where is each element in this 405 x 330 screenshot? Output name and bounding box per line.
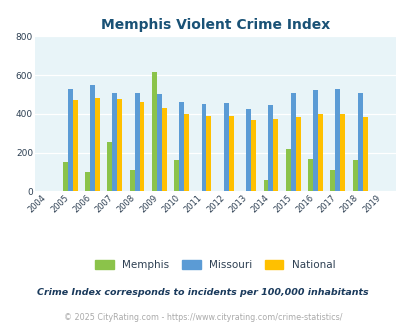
Bar (206, 116, 211, 191)
Text: Crime Index corresponds to incidents per 100,000 inhabitants: Crime Index corresponds to incidents per… (37, 287, 368, 297)
Bar (68, 89, 72, 191)
Bar (152, 72, 157, 191)
Bar (312, 90, 317, 191)
Bar (72, 100, 77, 191)
Bar (335, 89, 339, 191)
Bar (317, 114, 322, 191)
Bar (201, 104, 206, 191)
Bar (157, 94, 162, 191)
Title: Memphis Violent Crime Index: Memphis Violent Crime Index (100, 18, 329, 32)
Bar (250, 120, 256, 191)
Text: © 2025 CityRating.com - https://www.cityrating.com/crime-statistics/: © 2025 CityRating.com - https://www.city… (64, 313, 341, 322)
Bar (63, 162, 68, 191)
Bar (134, 92, 139, 191)
Bar (174, 160, 179, 191)
Bar (273, 119, 277, 191)
Bar (162, 108, 166, 191)
Bar (95, 98, 100, 191)
Bar (139, 102, 144, 191)
Bar (85, 172, 90, 191)
Bar (295, 117, 300, 191)
Bar (179, 102, 184, 191)
Bar (362, 117, 367, 191)
Bar (352, 160, 357, 191)
Bar (285, 149, 290, 191)
Bar (268, 105, 273, 191)
Bar (112, 92, 117, 191)
Bar (357, 92, 362, 191)
Bar (90, 85, 95, 191)
Bar (307, 159, 312, 191)
Bar (130, 170, 134, 191)
Bar (107, 142, 112, 191)
Bar (228, 116, 233, 191)
Bar (330, 170, 335, 191)
Bar (184, 114, 189, 191)
Bar (223, 103, 228, 191)
Bar (263, 180, 268, 191)
Legend: Memphis, Missouri, National: Memphis, Missouri, National (91, 255, 339, 274)
Bar (290, 93, 295, 191)
Bar (245, 109, 250, 191)
Bar (339, 114, 344, 191)
Bar (117, 99, 122, 191)
